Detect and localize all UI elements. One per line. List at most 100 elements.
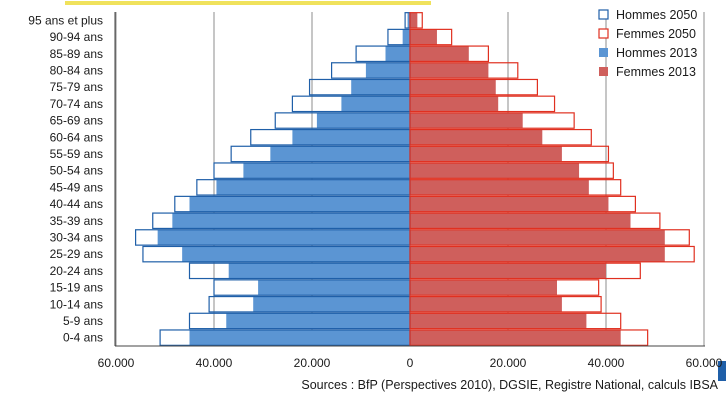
bar-femmes-2050 — [409, 212, 661, 230]
legend-swatch — [598, 28, 609, 39]
bar-hommes-2013 — [228, 263, 410, 279]
bar-femmes-2013 — [410, 296, 562, 312]
x-tick-label: 0 — [407, 356, 414, 370]
bar-femmes-2013 — [410, 179, 589, 196]
bar-femmes-2050 — [409, 45, 490, 63]
y-tick-label: 25-29 ans — [50, 247, 103, 261]
source-note: Sources : BfP (Perspectives 2010), DGSIE… — [301, 378, 718, 392]
y-tick-label: 95 ans et plus — [28, 13, 103, 27]
bar-hommes-2013 — [243, 162, 410, 179]
legend-swatch — [598, 9, 609, 20]
bar-femmes-2013 — [410, 229, 665, 246]
y-tick-label: 65-69 ans — [50, 114, 103, 128]
bar-femmes-2013 — [410, 29, 437, 45]
bar-femmes-2050 — [409, 229, 690, 246]
bar-hommes-2013 — [182, 246, 410, 262]
bar-hommes-2013 — [316, 112, 410, 129]
y-tick-label: 5-9 ans — [63, 314, 103, 328]
bar-femmes-2050 — [409, 295, 602, 313]
legend-swatch — [599, 67, 608, 76]
bar-femmes-2013 — [410, 263, 606, 279]
bar-femmes-2050 — [409, 279, 600, 296]
y-tick-label: 45-49 ans — [50, 180, 103, 194]
y-tick-label: 15-19 ans — [50, 281, 103, 295]
y-tick-label: 90-94 ans — [50, 30, 103, 44]
bar-femmes-2050 — [409, 245, 695, 263]
bar-femmes-2013 — [410, 112, 523, 129]
bar-femmes-2013 — [410, 12, 418, 29]
bar-femmes-2013 — [410, 213, 631, 229]
bar-femmes-2013 — [410, 62, 489, 79]
bar-hommes-2013 — [253, 296, 410, 312]
y-tick-label: 35-39 ans — [50, 214, 103, 228]
y-tick-label: 80-84 ans — [50, 63, 103, 77]
top-accent-line — [65, 1, 431, 5]
bar-femmes-2050 — [409, 12, 423, 29]
bar-femmes-2013 — [410, 96, 499, 112]
grid-lines — [115, 12, 705, 346]
bar-hommes-2013 — [402, 29, 410, 45]
bar-femmes-2013 — [410, 196, 609, 212]
bar-hommes-2013 — [157, 229, 410, 246]
bar-femmes-2050 — [409, 145, 610, 163]
bar-femmes-2050 — [409, 329, 649, 346]
bar-hommes-2013 — [172, 213, 410, 229]
y-tick-label: 20-24 ans — [50, 264, 103, 278]
legend-label: Hommes 2050 — [616, 8, 697, 22]
bar-femmes-2050 — [409, 312, 622, 330]
legend-label: Femmes 2013 — [616, 65, 696, 79]
bar-hommes-2013 — [351, 79, 410, 95]
y-tick-label: 55-59 ans — [50, 147, 103, 161]
bar-femmes-2013 — [410, 146, 562, 162]
right-accent-bar — [718, 361, 726, 381]
x-tick-label: 40.000 — [196, 356, 233, 370]
bar-hommes-2013 — [341, 96, 410, 112]
y-tick-label: 40-44 ans — [50, 197, 103, 211]
x-tick-label: 60.000 — [98, 356, 135, 370]
x-tick-label: 60.000 — [686, 356, 723, 370]
bar-femmes-2050 — [409, 162, 614, 179]
bar-femmes-2013 — [410, 46, 469, 62]
y-tick-label: 0-4 ans — [63, 331, 103, 345]
x-tick-label: 20.000 — [294, 356, 331, 370]
y-tick-label: 75-79 ans — [50, 80, 103, 94]
legend-label: Femmes 2050 — [616, 27, 696, 41]
x-tick-label: 20.000 — [490, 356, 527, 370]
bar-femmes-2050 — [409, 112, 575, 129]
bar-femmes-2013 — [410, 279, 557, 296]
legend: Hommes 2050 Femmes 2050 Hommes 2013 Femmes … — [598, 8, 697, 79]
bar-femmes-2013 — [410, 246, 665, 262]
bar-femmes-2050 — [409, 195, 636, 213]
bar-femmes-2013 — [410, 162, 580, 179]
bar-hommes-2013 — [365, 62, 410, 79]
legend-swatch — [599, 48, 608, 57]
bar-femmes-2050 — [409, 78, 539, 96]
bar-femmes-2013 — [410, 313, 587, 329]
bar-hommes-2013 — [407, 12, 410, 29]
bars-group — [135, 12, 695, 346]
bar-hommes-2013 — [270, 146, 410, 162]
y-tick-label: 50-54 ans — [50, 164, 103, 178]
y-tick-label: 70-74 ans — [50, 97, 103, 111]
bar-femmes-2013 — [410, 129, 543, 145]
bar-hommes-2013 — [216, 179, 410, 196]
bar-femmes-2050 — [409, 28, 453, 46]
y-tick-label: 30-34 ans — [50, 230, 103, 244]
y-tick-label: 60-64 ans — [50, 130, 103, 144]
bar-hommes-2013 — [258, 279, 410, 296]
y-tick-labels: 0-4 ans 5-9 ans 10-14 ans 15-19 ans 20-24 an… — [28, 13, 103, 344]
bar-hommes-2013 — [189, 196, 410, 212]
bar-femmes-2050 — [409, 95, 556, 113]
bar-femmes-2013 — [410, 329, 621, 346]
bar-femmes-2050 — [409, 128, 592, 146]
bar-femmes-2050 — [409, 179, 622, 196]
x-tick-labels: 60.000 40.000 20.000 0 20.000 40.000 60.000 — [98, 356, 723, 370]
bar-femmes-2050 — [409, 262, 641, 280]
bar-hommes-2013 — [292, 129, 410, 145]
bar-hommes-2013 — [189, 329, 410, 346]
bar-hommes-2013 — [226, 313, 410, 329]
bar-femmes-2050 — [409, 62, 519, 79]
x-tick-label: 40.000 — [588, 356, 625, 370]
legend-label: Hommes 2013 — [616, 46, 697, 60]
